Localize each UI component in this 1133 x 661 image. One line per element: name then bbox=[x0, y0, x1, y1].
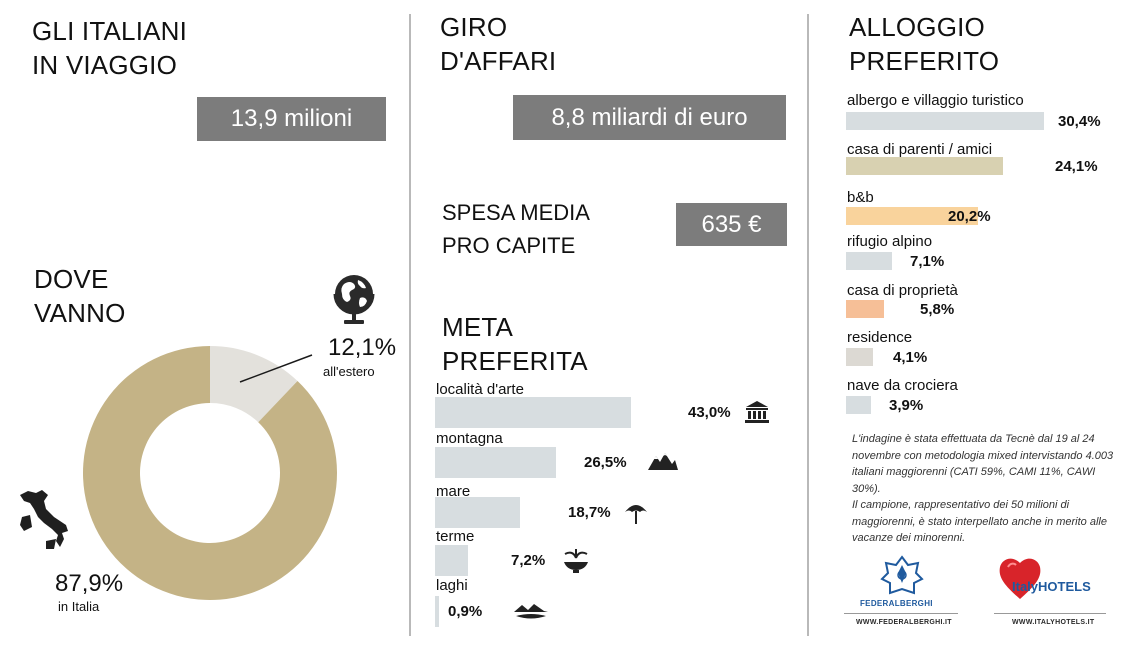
italyhotels-divider bbox=[994, 613, 1106, 614]
destination-type-title-line2: PREFERITA bbox=[442, 346, 588, 376]
meta-category-label: località d'arte bbox=[436, 381, 524, 398]
turnover-title-line2: D'AFFARI bbox=[440, 46, 557, 76]
spend-value-box: 635 € bbox=[676, 203, 787, 246]
donut-slice-italy bbox=[83, 346, 338, 600]
accommodation-value-label: 20,2% bbox=[948, 208, 991, 225]
accommodation-category-label: albergo e villaggio turistico bbox=[847, 92, 1024, 109]
turnover-value-box: 8,8 miliardi di euro bbox=[513, 95, 786, 140]
meta-category-label: laghi bbox=[436, 577, 468, 594]
destination-type-title: META PREFERITA bbox=[442, 310, 588, 378]
accommodation-bar bbox=[846, 157, 1003, 175]
methodology-note-p2: Il campione, rappresentativo dei 50 mili… bbox=[852, 499, 1107, 544]
meta-value-label: 18,7% bbox=[568, 504, 611, 521]
destination-type-title-line1: META bbox=[442, 312, 514, 342]
globe-icon bbox=[333, 275, 375, 324]
meta-category-label: terme bbox=[436, 528, 475, 545]
accommodation-bar bbox=[846, 396, 872, 414]
accommodation-value-label: 30,4% bbox=[1058, 113, 1101, 130]
meta-category-label: montagna bbox=[436, 430, 503, 447]
mountains-icon bbox=[648, 453, 678, 470]
italyhotels-logo[interactable]: ItalyHOTELS WWW.ITALYHOTELS.IT bbox=[990, 553, 1110, 635]
meta-category-label: mare bbox=[436, 483, 471, 500]
spend-title: SPESA MEDIA PRO CAPITE bbox=[442, 196, 590, 262]
accommodation-category-label: nave da crociera bbox=[847, 377, 958, 394]
donut-slice-abroad bbox=[210, 346, 298, 423]
abroad-pointer-line bbox=[239, 354, 313, 383]
accommodation-title: ALLOGGIO PREFERITO bbox=[849, 10, 999, 78]
meta-value-label: 7,2% bbox=[511, 552, 546, 569]
accommodation-category-label: residence bbox=[847, 329, 913, 346]
lake-icon bbox=[514, 604, 548, 619]
accommodation-category-label: casa di proprietà bbox=[847, 282, 958, 299]
destination-title-line2: VANNO bbox=[34, 298, 126, 328]
travelers-title-line2: IN VIAGGIO bbox=[32, 50, 178, 80]
accommodation-value-label: 5,8% bbox=[920, 301, 955, 318]
accommodation-bar bbox=[846, 112, 1044, 130]
meta-bar bbox=[435, 397, 631, 428]
accommodation-value-label: 4,1% bbox=[893, 349, 928, 366]
travelers-title-line1: GLI ITALIANI bbox=[32, 16, 188, 46]
abroad-pct-label: 12,1% bbox=[328, 334, 397, 361]
meta-bar bbox=[435, 497, 521, 528]
accommodation-category-label: casa di parenti / amici bbox=[847, 141, 993, 158]
italy-pct-label: 87,9% bbox=[55, 570, 124, 597]
destination-type-bar-chart: località d'arte 43,0% montagna 26,5% mare 18,… bbox=[0, 0, 731, 627]
turnover-title: GIRO D'AFFARI bbox=[440, 10, 556, 78]
turnover-title-line1: GIRO bbox=[440, 12, 508, 42]
accommodation-bar-chart: albergo e villaggio turistico 30,4% casa d… bbox=[0, 0, 1101, 414]
heart-icon bbox=[999, 558, 1041, 599]
beach-umbrella-icon bbox=[625, 505, 647, 524]
italy-label: in Italia bbox=[58, 599, 100, 614]
methodology-note-p1: L'indagine è stata effettuata da Tecnè d… bbox=[852, 433, 1114, 495]
spend-title-line1: SPESA MEDIA bbox=[442, 200, 590, 225]
accommodation-bar bbox=[846, 252, 893, 270]
accommodation-title-line2: PREFERITO bbox=[849, 46, 1000, 76]
meta-value-label: 0,9% bbox=[448, 603, 483, 620]
fountain-icon bbox=[564, 549, 588, 573]
destination-title-line1: DOVE bbox=[34, 264, 109, 294]
federalberghi-emblem-icon bbox=[880, 555, 924, 595]
column-divider-right bbox=[807, 14, 809, 636]
accommodation-bar bbox=[846, 348, 873, 366]
meta-bar bbox=[435, 545, 468, 576]
accommodation-value-label: 24,1% bbox=[1055, 158, 1098, 175]
column-divider-left bbox=[409, 14, 411, 636]
accommodation-bar bbox=[846, 300, 884, 318]
accommodation-category-label: b&b bbox=[847, 189, 874, 206]
federalberghi-url[interactable]: WWW.FEDERALBERGHI.IT bbox=[856, 619, 952, 626]
methodology-note: L'indagine è stata effettuata da Tecnè d… bbox=[852, 431, 1124, 547]
temple-icon bbox=[745, 401, 769, 423]
accommodation-bar bbox=[846, 207, 978, 225]
abroad-label: all'estero bbox=[323, 364, 375, 379]
federalberghi-divider bbox=[844, 613, 958, 614]
accommodation-value-label: 7,1% bbox=[910, 253, 945, 270]
meta-value-label: 43,0% bbox=[688, 404, 731, 421]
destination-title: DOVE VANNO bbox=[34, 262, 126, 330]
accommodation-category-label: rifugio alpino bbox=[847, 233, 933, 250]
accommodation-title-line1: ALLOGGIO bbox=[849, 12, 985, 42]
italy-map-icon bbox=[20, 490, 68, 549]
travelers-value-box: 13,9 milioni bbox=[197, 97, 386, 141]
accommodation-value-label: 3,9% bbox=[889, 397, 924, 414]
federalberghi-name: FEDERALBERGHI bbox=[860, 599, 933, 608]
meta-bar bbox=[435, 447, 556, 478]
meta-bar bbox=[435, 596, 440, 627]
federalberghi-logo[interactable]: FEDERALBERGHI WWW.FEDERALBERGHI.IT bbox=[842, 553, 962, 635]
italyhotels-name: ItalyHOTELS bbox=[1012, 579, 1091, 594]
spend-title-line2: PRO CAPITE bbox=[442, 233, 576, 258]
destination-donut-chart bbox=[83, 346, 338, 600]
travelers-title: GLI ITALIANI IN VIAGGIO bbox=[32, 14, 187, 82]
italyhotels-url[interactable]: WWW.ITALYHOTELS.IT bbox=[1012, 619, 1095, 626]
meta-value-label: 26,5% bbox=[584, 454, 627, 471]
